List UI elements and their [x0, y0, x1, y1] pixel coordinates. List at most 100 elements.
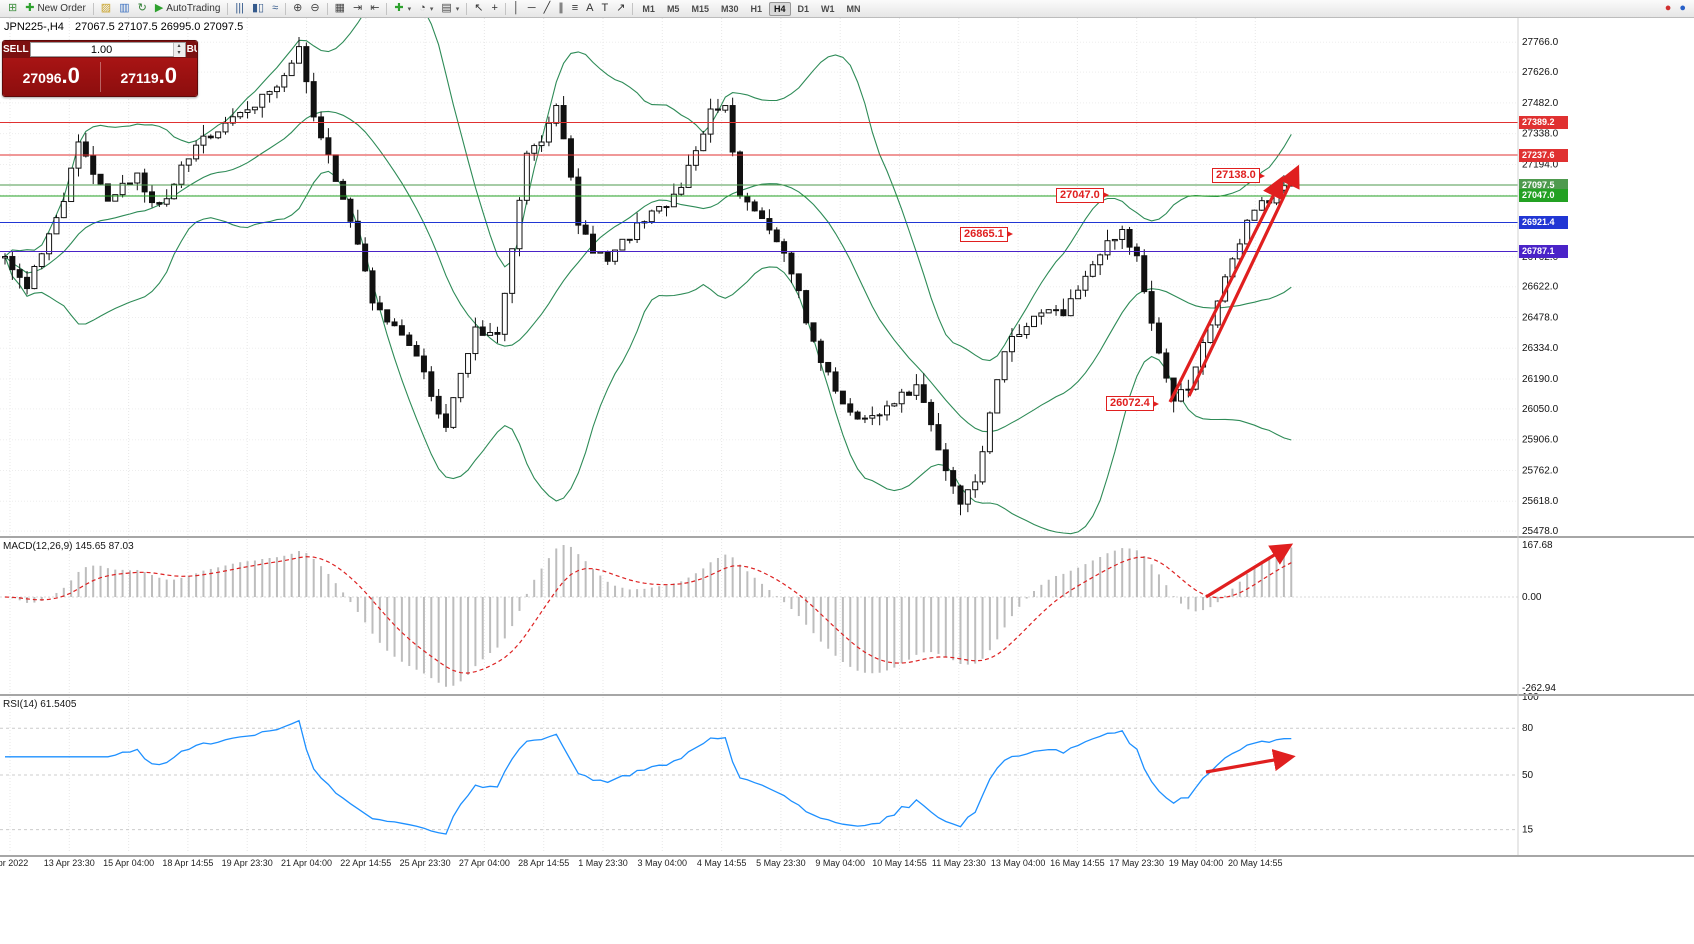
price-axis-tick: 25906.0	[1522, 435, 1559, 446]
timeframe-button-m15[interactable]: M15	[691, 3, 709, 14]
rsi-line	[5, 719, 1292, 835]
refresh-icon: ↻	[137, 2, 147, 14]
new-order-button-label: New Order	[37, 3, 86, 14]
price-tag-27047.0: 27047.0	[1519, 189, 1568, 203]
candlestick-series	[2, 36, 1295, 516]
crosshair-icon[interactable]: +	[487, 1, 501, 16]
text-label-icon[interactable]: T	[597, 1, 612, 16]
macd-axis-tick: -262.94	[1522, 683, 1556, 694]
indicators-button[interactable]: ✚ ▾	[390, 1, 415, 16]
buy-button[interactable]: BUY	[186, 44, 197, 55]
tile-windows-icon: ▦	[334, 2, 345, 14]
macd-axis-tick: 167.68	[1522, 540, 1553, 551]
zoom-out-icon[interactable]: ⊖	[306, 1, 323, 16]
chart-shift-icon[interactable]: ⇤	[366, 1, 383, 16]
equidistant-channel-icon[interactable]: ∥	[554, 1, 568, 16]
metaeditor-icon: ▨	[100, 2, 112, 14]
new-order-button[interactable]: ✚ New Order	[21, 1, 90, 16]
sound-alert-icon[interactable]: ●	[1661, 1, 1676, 16]
templates-button: ▤	[441, 2, 452, 14]
price-tag-26787.1: 26787.1	[1519, 244, 1568, 258]
zoom-in-icon[interactable]: ⊕	[289, 1, 306, 16]
timeframe-button-w1[interactable]: W1	[821, 3, 835, 14]
buy-price[interactable]: 27119.0	[120, 63, 178, 88]
toolbar-separator	[285, 2, 287, 15]
trendline-icon[interactable]: ╱	[540, 1, 555, 16]
bollinger-upper-band	[4, 18, 1292, 362]
bollinger-lower-band	[4, 170, 1292, 535]
cursor-icon[interactable]: ↖	[470, 1, 487, 16]
zoom-in-icon: ⊕	[293, 2, 303, 14]
timeframe-button-m30[interactable]: M30	[720, 3, 739, 14]
templates-button[interactable]: ▤ ▾	[437, 1, 463, 16]
price-axis-tick: 25618.0	[1522, 496, 1559, 507]
chevron-down-icon: ▾	[429, 5, 434, 13]
line-chart-icon[interactable]: ≈	[268, 1, 282, 16]
new-chart-icon[interactable]: ⊞	[4, 1, 21, 16]
auto-scroll-icon[interactable]: ⇥	[349, 1, 366, 16]
fibonacci-icon: ≡	[571, 2, 579, 14]
time-axis-label: 13 May 04:00	[991, 858, 1046, 868]
timeframe-button-m5[interactable]: M5	[666, 3, 680, 14]
main-chart-panel	[0, 18, 1518, 535]
horizontal-line-icon: ─	[527, 2, 536, 14]
time-axis-label: 22 Apr 14:55	[340, 858, 391, 868]
symbol-timeframe-label: JPN225-,H4	[4, 21, 64, 33]
trend-arrow	[1205, 749, 1296, 774]
candlestick-chart-icon[interactable]: ▮▯	[248, 1, 268, 16]
time-axis-label: 19 Apr 23:30	[222, 858, 273, 868]
timeframe-button-mn[interactable]: MN	[846, 3, 861, 14]
new-order-button: ✚	[25, 2, 35, 14]
bollinger-middle-band	[4, 110, 1292, 433]
macd-indicator-label: MACD(12,26,9) 145.65 87.03	[3, 541, 134, 552]
vertical-line-icon[interactable]: │	[509, 1, 524, 16]
toolbar: ⊞ ✚ New Order ▨ ▥ ↻ ▶ AutoTrading ||| ▮▯ ≈ ⊕ ⊖ ▦ ⇥ ⇤ ✚ ▾ ◔…	[0, 0, 1694, 18]
sound-alert-icon: ●	[1664, 2, 1672, 14]
crosshair-icon: +	[491, 2, 498, 14]
refresh-icon[interactable]: ↻	[134, 1, 151, 16]
sell-button[interactable]: SELL	[3, 44, 29, 55]
bar-chart-icon[interactable]: |||	[231, 1, 248, 16]
price-callout-27047.0: 27047.0	[1056, 187, 1109, 203]
tile-windows-icon[interactable]: ▦	[331, 1, 349, 16]
line-chart-icon: ≈	[272, 2, 279, 14]
time-axis-label: 21 Apr 04:00	[281, 858, 332, 868]
trend-arrow	[1205, 543, 1294, 599]
price-tag-27097.5: 27097.5	[1519, 178, 1568, 192]
metaeditor-icon[interactable]: ▨	[97, 1, 115, 16]
price-axis-tick: 26334.0	[1522, 343, 1559, 354]
timeframe-button-h1[interactable]: H1	[750, 3, 762, 14]
text-icon[interactable]: A	[582, 1, 597, 16]
price-callout-26072.4: 26072.4	[1106, 396, 1159, 412]
price-axis-tick: 25478.0	[1522, 526, 1559, 537]
rsi-axis-tick: 50	[1522, 770, 1534, 781]
horizontal-line-icon[interactable]: ─	[524, 1, 540, 16]
periods-button: ◔	[419, 2, 426, 14]
fibonacci-icon[interactable]: ≡	[568, 1, 582, 16]
time-axis-label: Apr 2022	[0, 858, 28, 868]
sell-price[interactable]: 27096.0	[22, 63, 80, 88]
macd-panel	[0, 539, 1518, 693]
autotrading-button[interactable]: ▶ AutoTrading	[151, 1, 225, 16]
market-watch-icon[interactable]: ▥	[115, 1, 133, 16]
time-axis-label: 16 May 14:55	[1050, 858, 1105, 868]
price-axis-tick: 26190.0	[1522, 374, 1559, 385]
timeframe-button-m1[interactable]: M1	[642, 3, 655, 14]
volume-input[interactable]	[30, 43, 173, 56]
bar-chart-icon: |||	[235, 2, 244, 14]
time-axis-label: 17 May 23:30	[1109, 858, 1164, 868]
timeframe-button-d1[interactable]: D1	[797, 3, 810, 14]
arrows-icon[interactable]: ↗	[612, 1, 629, 16]
autotrading-button-label: AutoTrading	[166, 3, 221, 14]
panel-divider	[0, 694, 1694, 696]
periods-button[interactable]: ◔ ▾	[415, 1, 437, 16]
timeframe-button-h4[interactable]: H4	[769, 1, 791, 16]
text-icon: A	[586, 2, 594, 14]
price-axis-tick: 25762.0	[1522, 465, 1559, 476]
community-icon[interactable]: ●	[1675, 1, 1690, 16]
volume-up-button[interactable]: ▴	[173, 43, 185, 50]
price-tag-27389.2: 27389.2	[1519, 116, 1568, 130]
volume-down-button[interactable]: ▾	[173, 50, 185, 57]
